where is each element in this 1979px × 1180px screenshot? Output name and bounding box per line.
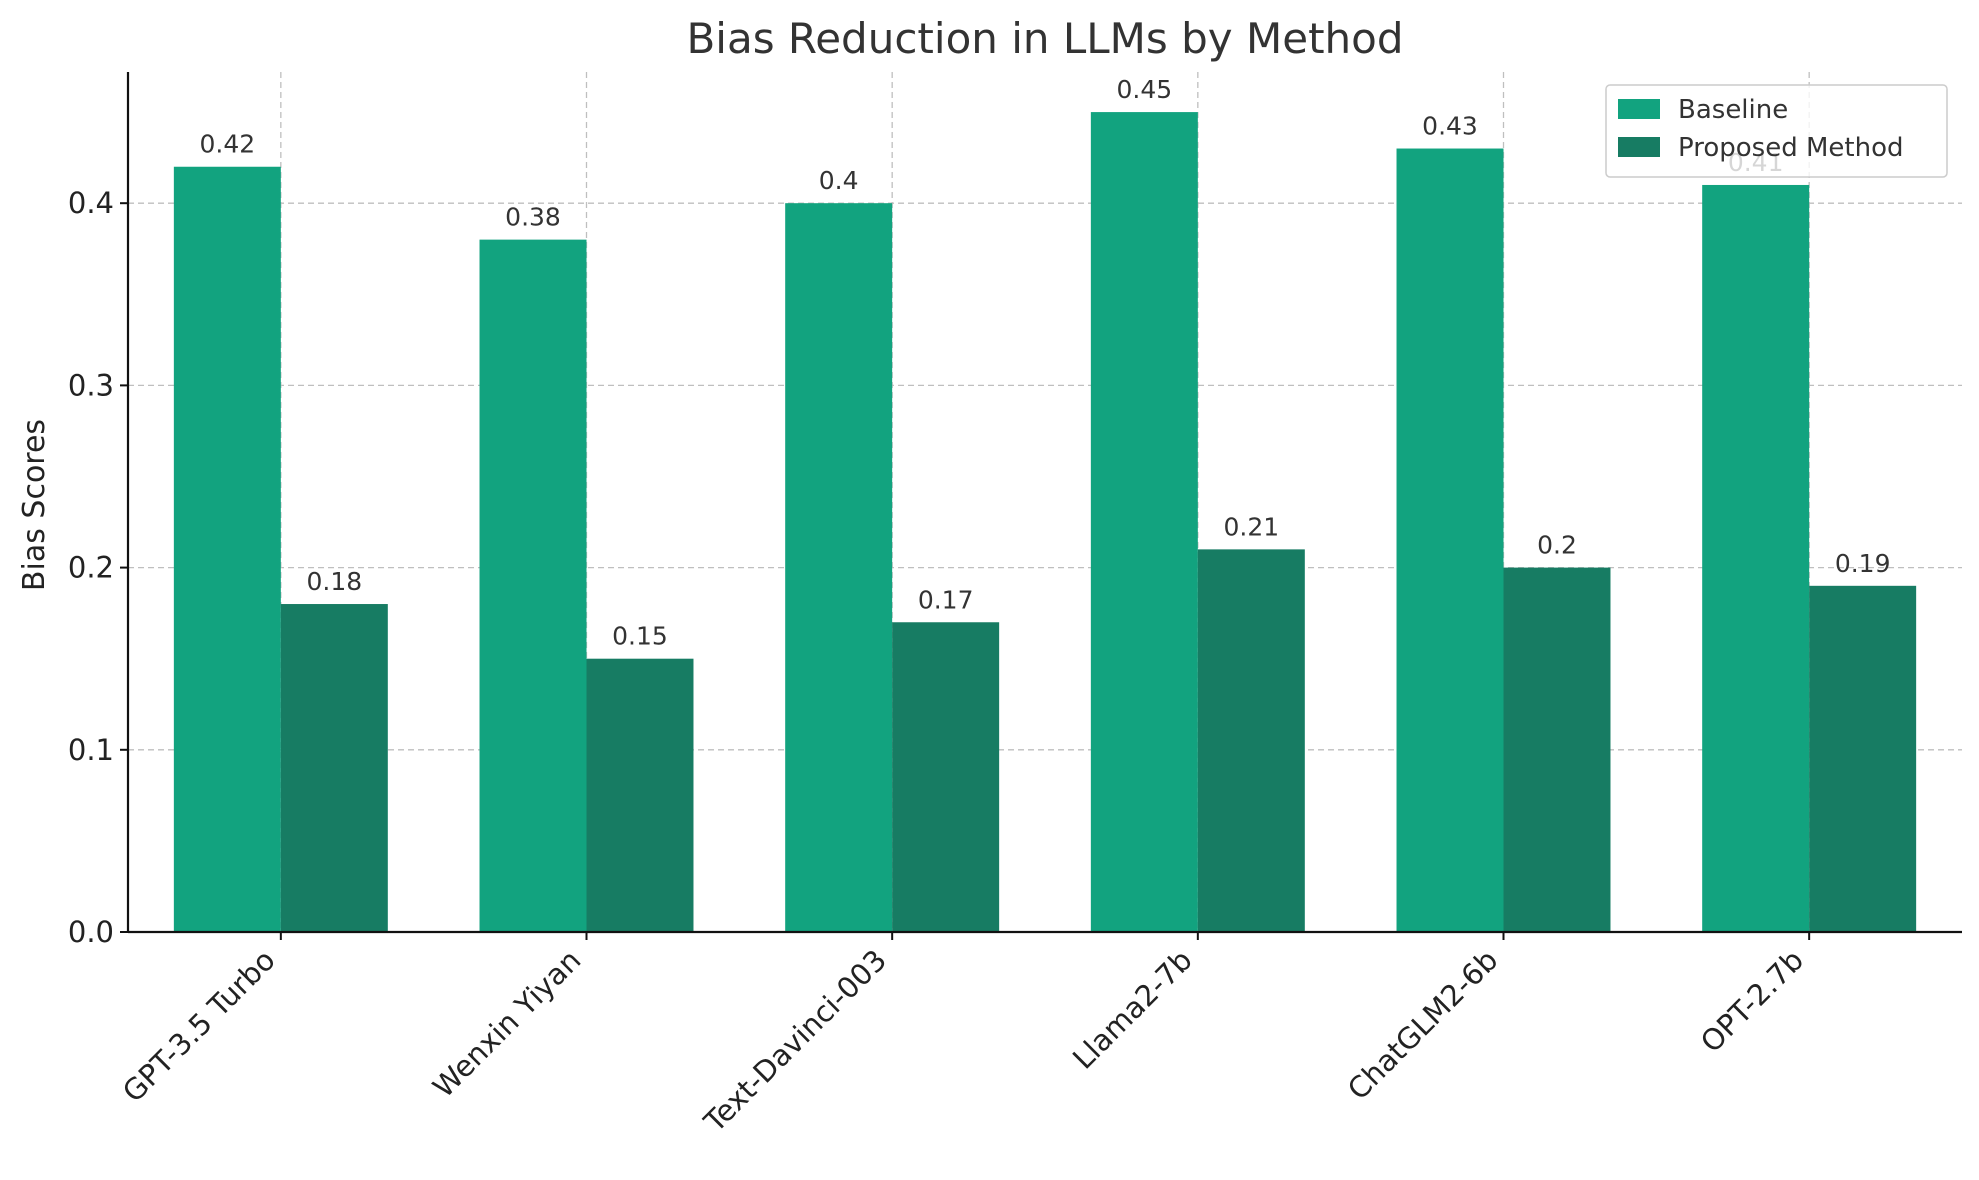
x-tick-label: OPT-2.7b	[1694, 943, 1810, 1059]
proposed-method-bar	[280, 604, 388, 932]
x-tick-label: ChatGLM2-6b	[1341, 943, 1504, 1106]
grid-layer	[128, 72, 1962, 932]
legend-swatch-baseline	[1618, 99, 1660, 119]
legend-swatch-proposed	[1618, 137, 1660, 157]
baseline-data-label: 0.38	[505, 203, 561, 232]
x-tick-label: Llama2-7b	[1066, 943, 1199, 1076]
baseline-bar	[479, 239, 587, 932]
proposed-data-label: 0.17	[918, 585, 974, 614]
proposed-method-bar	[1197, 549, 1305, 932]
y-tick-label: 0.1	[68, 733, 114, 767]
baseline-bar	[1396, 148, 1504, 933]
baseline-data-label: 0.43	[1422, 112, 1478, 141]
proposed-data-label: 0.2	[1537, 531, 1577, 560]
x-tick-label: GPT-3.5 Turbo	[116, 943, 282, 1109]
proposed-method-bar	[892, 622, 1000, 932]
bars-layer	[173, 112, 1917, 933]
proposed-method-bar	[1503, 567, 1611, 932]
baseline-bar	[785, 203, 893, 932]
baseline-data-label: 0.4	[819, 166, 859, 195]
proposed-method-bar	[586, 658, 694, 932]
x-tick-label: Wenxin Yiyan	[426, 943, 587, 1104]
baseline-data-label: 0.42	[200, 130, 256, 159]
legend-box	[1605, 84, 1948, 178]
legend: Baseline Proposed Method	[1605, 84, 1948, 178]
proposed-data-label: 0.18	[306, 567, 362, 596]
chart-title: Bias Reduction in LLMs by Method	[686, 14, 1403, 63]
x-tick-label: Text-Davinci-003	[697, 943, 893, 1139]
y-tick-label: 0.4	[68, 186, 114, 220]
baseline-bar	[1090, 112, 1198, 933]
y-axis-label: Bias Scores	[17, 419, 52, 591]
legend-label-proposed: Proposed Method	[1678, 133, 1903, 163]
proposed-method-bar	[1809, 585, 1917, 932]
baseline-data-label: 0.45	[1117, 75, 1173, 104]
y-tick-label: 0.0	[68, 915, 114, 949]
y-tick-label: 0.3	[68, 368, 114, 402]
proposed-data-label: 0.19	[1835, 549, 1891, 578]
baseline-bar	[1702, 184, 1810, 933]
baseline-bar	[173, 166, 281, 933]
y-tick-label: 0.2	[68, 551, 114, 585]
proposed-data-label: 0.21	[1223, 512, 1279, 541]
legend-label-baseline: Baseline	[1678, 95, 1788, 125]
proposed-data-label: 0.15	[612, 622, 668, 651]
